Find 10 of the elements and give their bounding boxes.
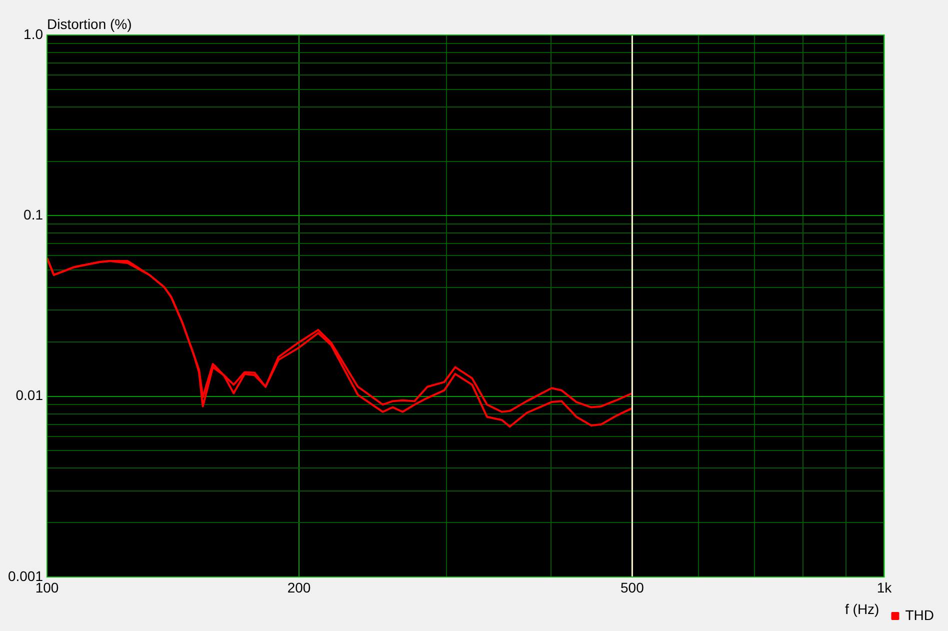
x-tick-label: 200	[287, 579, 311, 596]
y-tick-label: 0.1	[24, 206, 44, 223]
y-tick-label: 1.0	[24, 26, 44, 42]
x-tick-label: 1k	[876, 579, 893, 596]
x-tick-label: 500	[620, 579, 644, 596]
y-tick-label: 0.001	[8, 568, 44, 584]
y-axis-title: Distortion (%)	[47, 16, 132, 32]
legend-label: THD	[905, 606, 934, 623]
x-axis-title: f (Hz)	[845, 600, 880, 617]
y-tick-label: 0.01	[16, 387, 44, 404]
